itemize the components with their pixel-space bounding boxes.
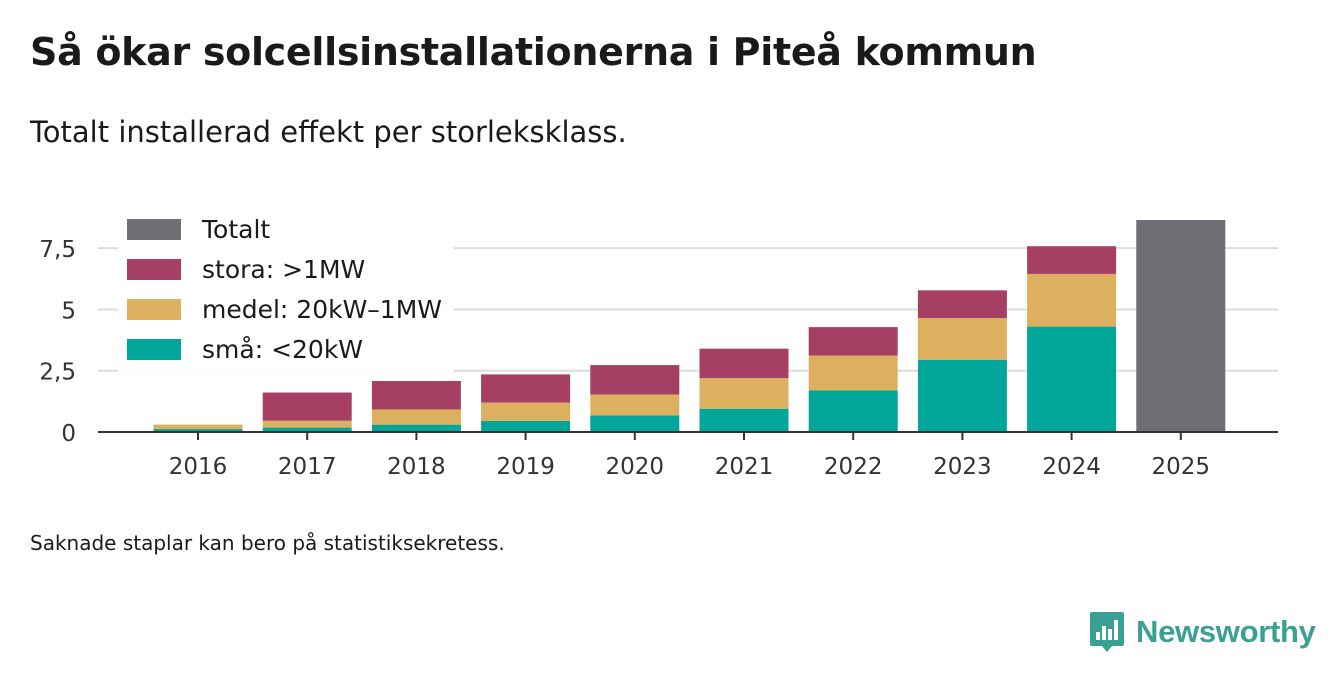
y-tick-label: 2,5 [39, 360, 76, 386]
bar-2025-series-3 [1136, 220, 1226, 432]
x-tick-label: 2024 [1042, 454, 1101, 480]
bar-2018-series-0 [371, 424, 461, 432]
x-tick-label: 2017 [278, 454, 337, 480]
bar-2020-series-2 [590, 365, 680, 395]
footnote: Saknade staplar kan bero på statistiksek… [30, 531, 505, 555]
legend-swatch [127, 339, 181, 360]
x-tick-label: 2018 [387, 454, 446, 480]
bar-2021-series-0 [699, 408, 789, 432]
bar-2023-series-2 [917, 290, 1007, 319]
stacked-bar-chart: 0 2,5 5 7,5 2016 2017 2018 2019 2020 2021 2022 2023… [39, 215, 1278, 480]
legend-swatch [127, 299, 181, 320]
x-tick-label: 2020 [606, 454, 665, 480]
bar-2019-series-2 [481, 374, 571, 403]
x-tick-label: 2025 [1152, 454, 1211, 480]
chart-subtitle: Totalt installerad effekt per storlekskl… [30, 115, 627, 149]
bar-2017-series-2 [262, 392, 352, 421]
bar-2024-series-0 [1027, 326, 1117, 432]
y-tick-label: 0 [61, 421, 76, 447]
bar-2016-series-1 [153, 424, 243, 430]
bar-2021-series-2 [699, 348, 789, 379]
brand-logo: Newsworthy [1088, 610, 1316, 654]
x-tick-label: 2023 [933, 454, 992, 480]
brand-name: Newsworthy [1136, 614, 1316, 649]
x-tick-label: 2019 [496, 454, 555, 480]
chart-title: Så ökar solcellsinstallationerna i Piteå… [30, 30, 1037, 74]
bar-2022-series-1 [808, 355, 898, 391]
y-tick-label: 7,5 [39, 237, 76, 263]
x-tick-label: 2016 [169, 454, 228, 480]
bar-2017-series-1 [262, 420, 352, 428]
bar-2020-series-1 [590, 394, 680, 416]
bar-2022-series-0 [808, 390, 898, 432]
legend-label: medel: 20kW–1MW [202, 295, 442, 324]
bar-2017-series-0 [262, 427, 352, 432]
y-tick-label: 5 [61, 298, 76, 324]
legend-label: små: <20kW [202, 335, 363, 364]
bar-2019-series-0 [481, 420, 571, 432]
newsworthy-logo-icon [1090, 612, 1124, 652]
legend-label: stora: >1MW [202, 255, 365, 284]
bar-2020-series-0 [590, 415, 680, 432]
x-tick-label: 2022 [824, 454, 883, 480]
bar-2021-series-1 [699, 378, 789, 409]
bar-2019-series-1 [481, 402, 571, 421]
legend-swatch [127, 259, 181, 280]
x-tick-label: 2021 [715, 454, 774, 480]
legend-label: Totalt [201, 215, 270, 244]
bar-2016-series-0 [153, 429, 243, 432]
bar-2022-series-2 [808, 327, 898, 356]
bar-2018-series-1 [371, 409, 461, 425]
bar-2024-series-1 [1027, 273, 1117, 327]
bar-2023-series-1 [917, 318, 1007, 360]
bar-2023-series-0 [917, 359, 1007, 432]
bar-2018-series-2 [371, 381, 461, 410]
legend-swatch [127, 219, 181, 240]
bar-2024-series-2 [1027, 246, 1117, 274]
